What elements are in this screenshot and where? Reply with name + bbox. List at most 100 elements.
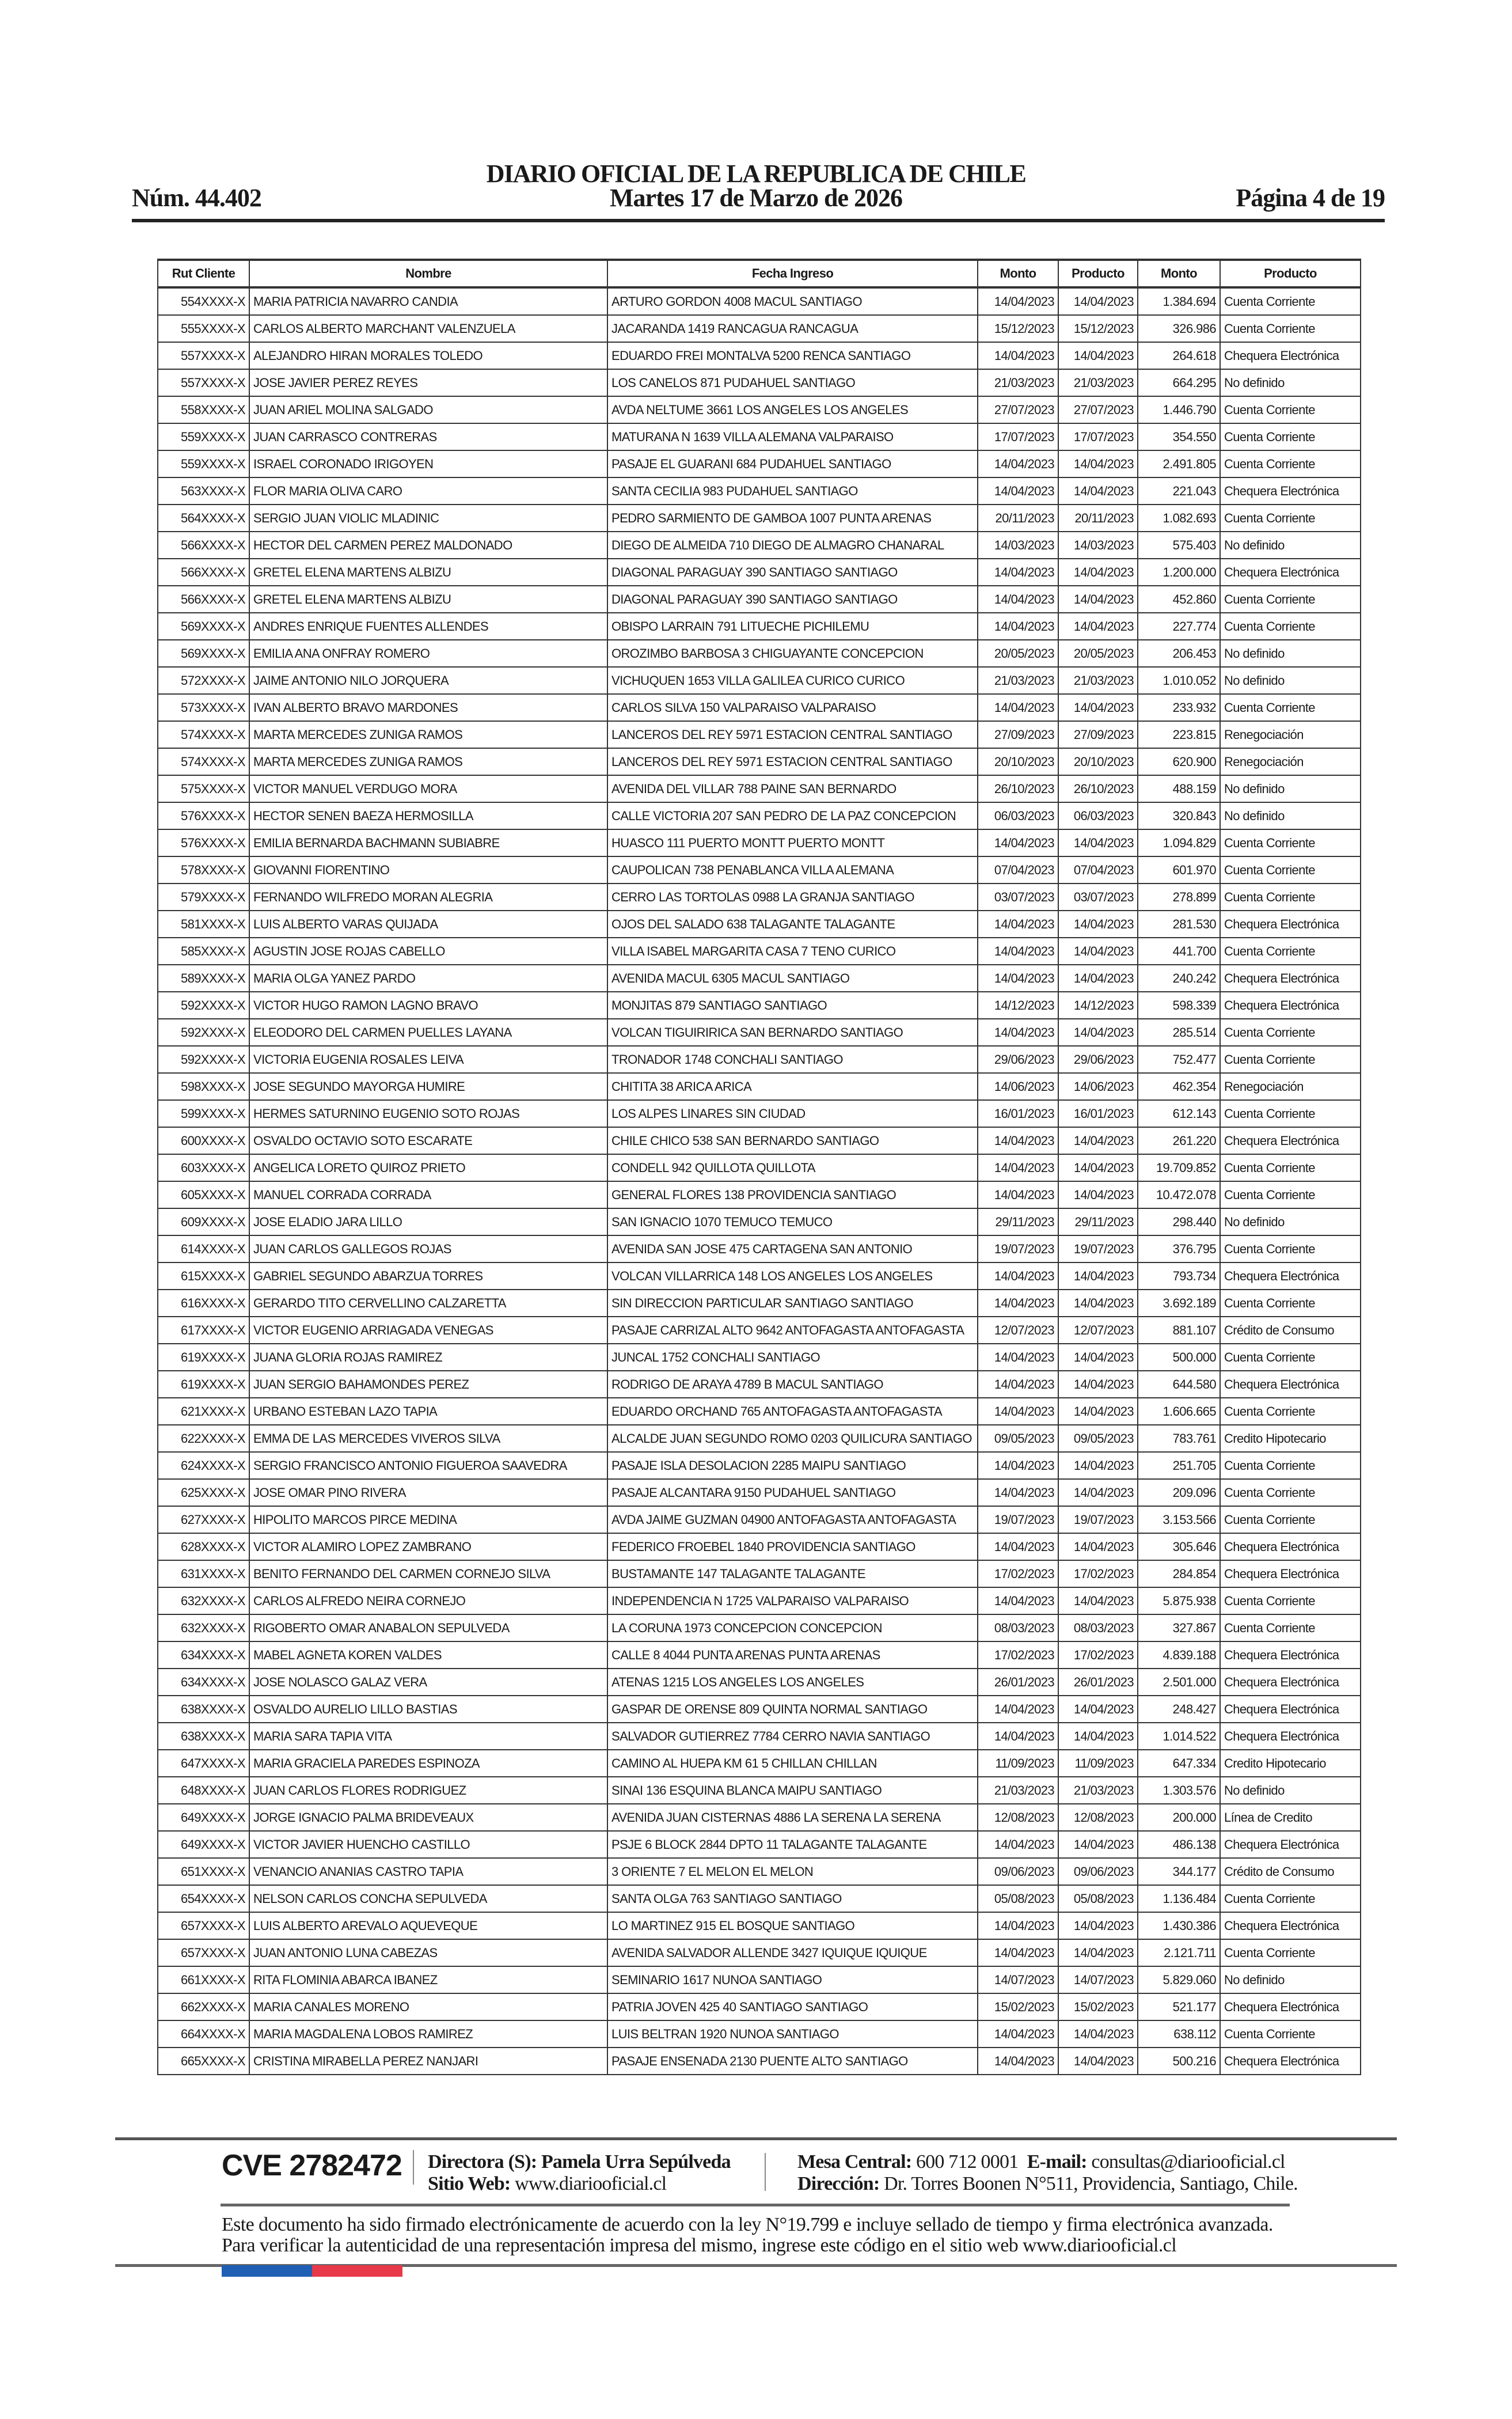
cell-rut: 605XXXX-X	[157, 1181, 250, 1209]
issue-number: Núm. 44.402	[132, 184, 262, 212]
table-row: 578XXXX-X GIOVANNI FIORENTINO CAUPOLICAN 7…	[157, 856, 1361, 884]
cell-fecha-2: 14/04/2023	[1058, 1397, 1138, 1425]
cell-rut: 578XXXX-X	[157, 856, 250, 884]
cell-fecha: 20/10/2023	[977, 748, 1059, 776]
cell-nombre: LUIS ALBERTO VARAS QUIJADA	[249, 910, 608, 938]
cell-monto: 1.430.386	[1137, 1912, 1221, 1940]
cell-fecha-2: 14/04/2023	[1058, 1370, 1138, 1398]
cell-monto: 281.530	[1137, 910, 1221, 938]
cell-direccion: INDEPENDENCIA N 1725 VALPARAISO VALPARAI…	[607, 1587, 978, 1615]
cell-rut: 616XXXX-X	[157, 1289, 250, 1317]
cell-rut: 599XXXX-X	[157, 1099, 250, 1128]
cell-rut: 572XXXX-X	[157, 666, 250, 695]
cell-fecha: 09/05/2023	[977, 1424, 1059, 1453]
cell-producto: No definido	[1220, 531, 1361, 559]
cell-producto: Chequera Electrónica	[1220, 558, 1361, 586]
cell-nombre: JUAN SERGIO BAHAMONDES PEREZ	[249, 1370, 608, 1398]
cell-fecha: 21/03/2023	[977, 369, 1059, 397]
cell-nombre: RIGOBERTO OMAR ANABALON SEPULVEDA	[249, 1614, 608, 1642]
cell-rut: 634XXXX-X	[157, 1668, 250, 1696]
table-row: 558XXXX-X JUAN ARIEL MOLINA SALGADO AVDA N…	[157, 396, 1361, 424]
cell-monto: 620.900	[1137, 748, 1221, 776]
cell-producto: Cuenta Corriente	[1220, 1235, 1361, 1263]
table-row: 566XXXX-X GRETEL ELENA MARTENS ALBIZU DIAG…	[157, 558, 1361, 586]
cell-nombre: SERGIO JUAN VIOLIC MLADINIC	[249, 504, 608, 532]
cell-fecha-2: 14/04/2023	[1058, 1289, 1138, 1317]
cell-fecha: 27/07/2023	[977, 396, 1059, 424]
cell-nombre: HECTOR DEL CARMEN PEREZ MALDONADO	[249, 531, 608, 559]
cell-nombre: EMMA DE LAS MERCEDES VIVEROS SILVA	[249, 1424, 608, 1453]
publication-title: DIARIO OFICIAL DE LA REPUBLICA DE CHILE	[486, 160, 1027, 188]
cell-direccion: CONDELL 942 QUILLOTA QUILLOTA	[607, 1154, 978, 1182]
table-row: 585XXXX-X AGUSTIN JOSE ROJAS CABELLO VILLA…	[157, 937, 1361, 965]
cell-monto: 575.403	[1137, 531, 1221, 559]
cell-producto: Cuenta Corriente	[1220, 856, 1361, 884]
cell-fecha-2: 21/03/2023	[1058, 1776, 1138, 1804]
table-row: 662XXXX-X MARIA CANALES MORENO PATRIA JOVE…	[157, 1993, 1361, 2021]
cell-direccion: 3 ORIENTE 7 EL MELON EL MELON	[607, 1857, 978, 1886]
cell-monto: 10.472.078	[1137, 1181, 1221, 1209]
cell-fecha-2: 07/04/2023	[1058, 856, 1138, 884]
cell-monto: 601.970	[1137, 856, 1221, 884]
cell-nombre: JOSE SEGUNDO MAYORGA HUMIRE	[249, 1072, 608, 1101]
cell-rut: 603XXXX-X	[157, 1154, 250, 1182]
cell-direccion: AVENIDA SALVADOR ALLENDE 3427 IQUIQUE IQ…	[607, 1939, 978, 1967]
cell-monto: 488.159	[1137, 775, 1221, 803]
cell-fecha-2: 15/12/2023	[1058, 314, 1138, 343]
director-name: Pamela Urra Sepúlveda	[541, 2151, 731, 2172]
cell-fecha-2: 14/04/2023	[1058, 1830, 1138, 1859]
cell-fecha: 14/04/2023	[977, 1722, 1059, 1750]
cell-fecha: 14/04/2023	[977, 964, 1059, 992]
table-row: 634XXXX-X MABEL AGNETA KOREN VALDES CALLE …	[157, 1641, 1361, 1669]
cell-fecha: 14/04/2023	[977, 1127, 1059, 1155]
table-row: 617XXXX-X VICTOR EUGENIO ARRIAGADA VENEGA…	[157, 1316, 1361, 1344]
cell-fecha-2: 09/05/2023	[1058, 1424, 1138, 1453]
cell-fecha-2: 29/06/2023	[1058, 1045, 1138, 1074]
cell-fecha-2: 14/06/2023	[1058, 1072, 1138, 1101]
cell-producto: Chequera Electrónica	[1220, 477, 1361, 505]
cell-fecha: 14/04/2023	[977, 1343, 1059, 1371]
cell-fecha: 16/01/2023	[977, 1099, 1059, 1128]
cell-nombre: MABEL AGNETA KOREN VALDES	[249, 1641, 608, 1669]
cell-producto: Cuenta Corriente	[1220, 693, 1361, 722]
web-link[interactable]: www.diariooficial.cl	[515, 2173, 667, 2194]
cell-nombre: ANGELICA LORETO QUIROZ PRIETO	[249, 1154, 608, 1182]
cell-direccion: OROZIMBO BARBOSA 3 CHIGUAYANTE CONCEPCIO…	[607, 639, 978, 668]
cell-monto: 2.121.711	[1137, 1939, 1221, 1967]
cell-producto: Cuenta Corriente	[1220, 1478, 1361, 1507]
cell-direccion: SANTA OLGA 763 SANTIAGO SANTIAGO	[607, 1885, 978, 1913]
cell-monto: 598.339	[1137, 991, 1221, 1019]
cell-monto: 284.854	[1137, 1560, 1221, 1588]
cell-fecha-2: 14/04/2023	[1058, 612, 1138, 640]
cell-producto: Renegociación	[1220, 748, 1361, 776]
cell-producto: Cuenta Corriente	[1220, 1939, 1361, 1967]
table-row: 654XXXX-X NELSON CARLOS CONCHA SEPULVEDA S…	[157, 1885, 1361, 1913]
cell-rut: 585XXXX-X	[157, 937, 250, 965]
cell-monto: 500.000	[1137, 1343, 1221, 1371]
cell-producto: Cuenta Corriente	[1220, 1154, 1361, 1182]
cell-producto: Chequera Electrónica	[1220, 1533, 1361, 1561]
address-label: Dirección:	[797, 2173, 880, 2194]
cell-nombre: MARIA OLGA YANEZ PARDO	[249, 964, 608, 992]
email-link[interactable]: consultas@diariooficial.cl	[1091, 2151, 1285, 2172]
cell-monto: 285.514	[1137, 1018, 1221, 1047]
cell-rut: 625XXXX-X	[157, 1478, 250, 1507]
cell-fecha: 14/04/2023	[977, 937, 1059, 965]
cell-fecha: 14/04/2023	[977, 342, 1059, 370]
cell-producto: Cuenta Corriente	[1220, 287, 1361, 316]
cell-direccion: LANCEROS DEL REY 5971 ESTACION CENTRAL S…	[607, 748, 978, 776]
cell-producto: Chequera Electrónica	[1220, 1127, 1361, 1155]
cell-direccion: PEDRO SARMIENTO DE GAMBOA 1007 PUNTA ARE…	[607, 504, 978, 532]
cell-fecha: 17/02/2023	[977, 1641, 1059, 1669]
table-row: 598XXXX-X JOSE SEGUNDO MAYORGA HUMIRE CHIT…	[157, 1072, 1361, 1101]
cell-monto: 298.440	[1137, 1208, 1221, 1236]
cell-direccion: VOLCAN TIGUIRIRICA SAN BERNARDO SANTIAGO	[607, 1018, 978, 1047]
table-row: 627XXXX-X HIPOLITO MARCOS PIRCE MEDINA AVD…	[157, 1506, 1361, 1534]
cell-nombre: VICTOR JAVIER HUENCHO CASTILLO	[249, 1830, 608, 1859]
cell-monto: 3.153.566	[1137, 1506, 1221, 1534]
cell-monto: 452.860	[1137, 585, 1221, 613]
cell-monto: 462.354	[1137, 1072, 1221, 1101]
cell-producto: No definido	[1220, 1966, 1361, 1994]
table-row: 625XXXX-X JOSE OMAR PINO RIVERA PASAJE ALC…	[157, 1478, 1361, 1507]
cell-producto: Chequera Electrónica	[1220, 1912, 1361, 1940]
